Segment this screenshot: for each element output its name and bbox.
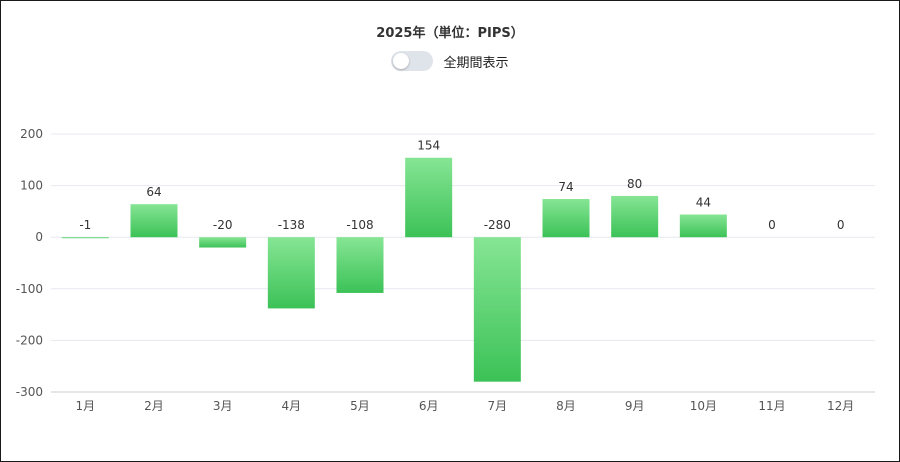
bar [130, 204, 178, 238]
x-tick-label: 10月 [690, 399, 717, 413]
data-label: -280 [484, 218, 511, 232]
grid-lines [51, 133, 875, 393]
y-tick-label: -200 [16, 333, 43, 347]
bar [405, 157, 453, 238]
data-label: -1 [79, 218, 91, 232]
all-period-toggle[interactable] [391, 51, 434, 71]
data-label: -108 [346, 218, 373, 232]
chart-title: 2025年（単位：PIPS） [376, 26, 524, 41]
y-tick-label: 0 [35, 230, 43, 244]
x-tick-label: 3月 [213, 399, 233, 413]
bar [199, 237, 247, 248]
x-tick-label: 6月 [419, 399, 439, 413]
x-tick-label: 11月 [758, 399, 785, 413]
x-tick-label: 2月 [144, 399, 164, 413]
x-tick-label: 12月 [827, 399, 854, 413]
x-tick-label: 9月 [625, 399, 645, 413]
data-label: 80 [627, 177, 642, 191]
toggle-knob [393, 53, 410, 69]
data-label: 74 [558, 180, 573, 194]
x-tick-label: 1月 [76, 399, 96, 413]
bar [611, 195, 659, 238]
data-labels: -1 64 -20 -138 -108 154 -280 74 80 44 0 0 [79, 139, 844, 232]
data-label: 64 [146, 185, 161, 199]
x-tick-label: 7月 [488, 399, 508, 413]
bar [473, 237, 521, 382]
x-tick-label: 5月 [350, 399, 370, 413]
y-tick-label: 100 [20, 179, 43, 193]
data-label: -20 [213, 218, 233, 232]
bar [679, 214, 727, 238]
y-tick-label: -100 [16, 282, 43, 296]
bar [336, 237, 384, 293]
x-axis-labels: 1月 2月 3月 4月 5月 6月 7月 8月 9月 10月 11月 12月 [76, 399, 855, 413]
data-label: 0 [768, 218, 776, 232]
data-label: 44 [696, 195, 711, 209]
y-axis-labels: 200 100 0 -100 -200 -300 [16, 127, 43, 399]
bar [542, 199, 590, 238]
x-tick-label: 8月 [556, 399, 576, 413]
data-label: 154 [417, 139, 440, 153]
toggle-label: 全期間表示 [443, 55, 509, 71]
bar [267, 237, 315, 309]
data-label: 0 [837, 218, 845, 232]
x-tick-label: 4月 [282, 399, 302, 413]
data-label: -138 [278, 218, 305, 232]
bars [61, 157, 727, 382]
y-tick-label: -300 [16, 385, 43, 399]
y-tick-label: 200 [20, 127, 43, 141]
bar [61, 237, 109, 239]
period-toggle-row: 全期間表示 [0, 51, 900, 71]
